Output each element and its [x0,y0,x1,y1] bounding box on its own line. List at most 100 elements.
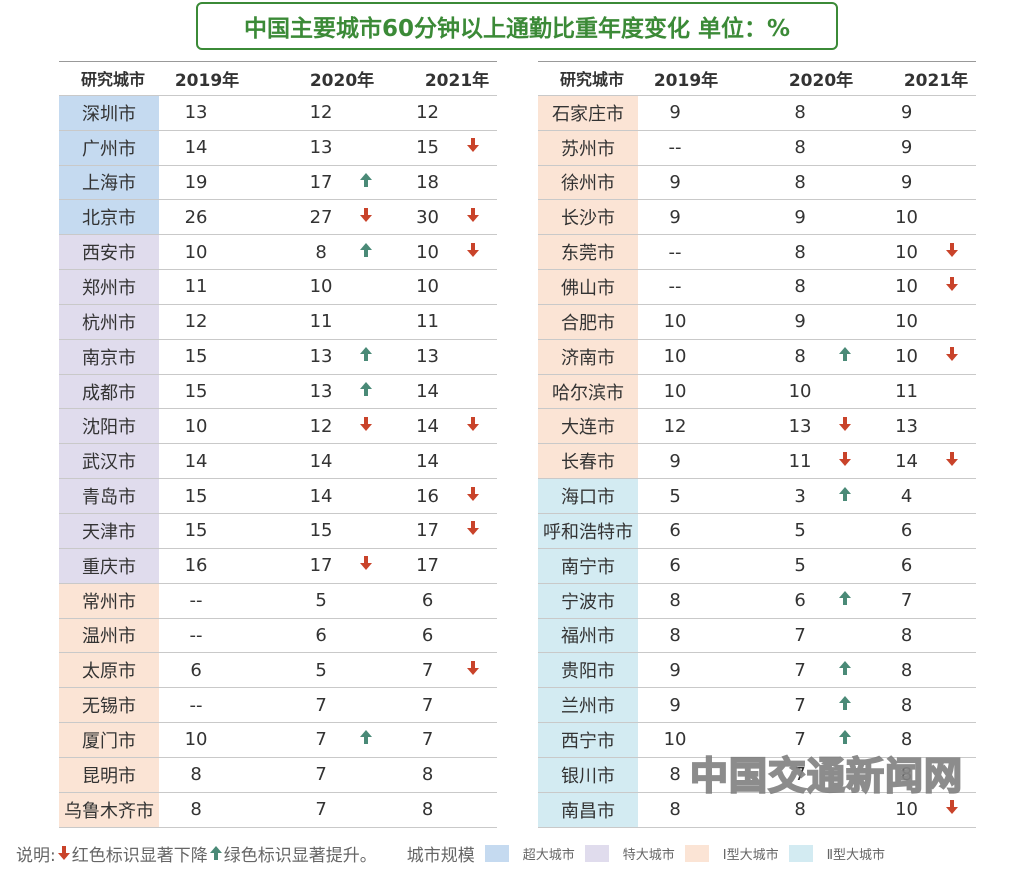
value-2019: 10 [663,729,687,751]
value-2021: 11 [895,381,918,403]
value-2019: -- [189,590,203,612]
table-body-left: 深圳市 13 12 12 广州市 14 13 15 上海市 19 17 18 北京市 26 27 30 西安市 1… [59,95,497,828]
header-2021: 2021年 [903,70,969,91]
city-name: 南宁市 [538,548,639,583]
table-row: 石家庄市 9 8 9 [538,95,976,131]
down-arrow-icon [837,451,869,472]
value-2019: 8 [190,799,202,821]
city-name: 长春市 [538,444,639,479]
value-2020: 7 [315,729,327,751]
table-row: 成都市 15 13 14 [59,374,497,410]
value-2020: 13 [309,137,333,159]
value-2019: 8 [669,624,681,646]
value-2020: 17 [309,555,333,577]
table-row: 太原市 6 5 7 [59,653,497,689]
value-2021: 8 [900,624,913,646]
value-2019: 6 [669,555,681,577]
value-2019: 10 [184,415,208,437]
table-row: 佛山市 -- 8 10 [538,270,976,305]
city-name: 太原市 [59,653,160,688]
value-2019: -- [668,137,682,159]
value-2021: 18 [416,171,439,193]
value-2020: 5 [315,659,327,681]
value-2019: 8 [669,799,681,821]
value-2020: 13 [788,415,812,437]
value-2019: 8 [190,764,202,786]
table-row: 无锡市 -- 7 7 [59,688,497,724]
down-arrow-icon [944,242,976,263]
table-row: 北京市 26 27 30 [59,200,497,236]
value-2019: 9 [669,659,681,681]
city-name: 杭州市 [59,304,160,339]
value-2019: 12 [663,415,687,437]
header-2019: 2019年 [653,70,719,91]
note-prefix: 说明: [16,845,56,866]
legend: 超大城市 特大城市 Ⅰ型大城市 Ⅱ型大城市 [475,844,885,863]
city-name: 呼和浩特市 [538,513,639,548]
value-2021: 7 [900,590,913,612]
legend-item-type1: Ⅰ型大城市 [684,844,779,863]
down-arrow-icon [56,845,72,861]
table-left: 研究城市 2019年 2020年 2021年 深圳市 13 12 12 广州市 14 13 1… [59,61,497,828]
value-2020: 11 [309,311,333,333]
city-name: 沈阳市 [59,409,160,444]
value-2021: 8 [900,659,913,681]
value-2021: 6 [900,555,913,577]
city-name: 广州市 [59,130,160,165]
table-row: 郑州市 11 10 10 [59,270,497,305]
city-name: 深圳市 [59,95,160,130]
city-name: 哈尔滨市 [538,374,639,409]
value-2019: 10 [663,311,687,333]
value-2021: 12 [416,102,439,124]
value-2019: 15 [184,485,208,507]
up-arrow-icon [837,660,869,681]
value-2020: 8 [794,241,806,263]
down-arrow-icon [944,346,976,367]
value-2019: 15 [184,346,208,368]
legend-swatch [584,844,609,862]
table-body-right: 石家庄市 9 8 9 苏州市 -- 8 9 徐州市 9 8 9 长沙市 9 9 10 东莞市 -- 8 10 佛山市 --… [538,95,976,828]
table-row: 大连市 12 13 13 [538,409,976,445]
table-right: 研究城市 2019年 2020年 2021年 石家庄市 9 8 9 苏州市 -- 8 9 徐州市… [538,61,976,828]
value-2020: 9 [794,311,806,333]
header-city: 研究城市 [80,70,145,90]
city-name: 合肥市 [538,304,639,339]
footer-note: 说明: 红色标识显著下降 绿色标识显著提升。 [16,841,377,866]
value-2019: 10 [663,346,687,368]
city-name: 徐州市 [538,165,639,200]
down-arrow-icon [837,416,869,437]
value-2020: 17 [309,171,333,193]
value-2020: 8 [794,102,806,124]
city-name: 大连市 [538,409,639,444]
value-2021: 8 [900,694,913,716]
table-header: 研究城市 2019年 2020年 2021年 [59,61,497,96]
value-2020: 6 [794,590,806,612]
value-2020: 8 [794,137,806,159]
city-name: 上海市 [59,165,160,200]
table-row: 常州市 -- 5 6 [59,583,497,619]
down-arrow-icon [358,555,390,576]
value-2021: 8 [900,729,913,751]
city-name: 海口市 [538,479,639,513]
value-2021: 10 [895,799,918,821]
value-2020: 5 [794,555,806,577]
value-2019: 5 [669,485,681,507]
value-2020: 5 [315,590,327,612]
legend-item-special: 特大城市 [584,844,675,863]
city-name: 天津市 [59,513,160,548]
value-2019: 8 [669,764,681,786]
value-2021: 9 [900,102,913,124]
value-2020: 14 [309,450,333,472]
value-2020: 11 [788,450,812,472]
city-name: 南昌市 [538,792,639,827]
value-2020: 13 [309,346,333,368]
watermark: 中国交通新闻网 [689,753,964,799]
legend-label: 超大城市 [522,847,575,863]
header-2020: 2020年 [309,70,375,91]
table-row: 东莞市 -- 8 10 [538,235,976,271]
value-2020: 8 [794,799,806,821]
value-2021: 8 [421,764,434,786]
value-2021: 11 [416,311,439,333]
value-2020: 7 [315,694,327,716]
legend-label: Ⅰ型大城市 [722,847,779,863]
